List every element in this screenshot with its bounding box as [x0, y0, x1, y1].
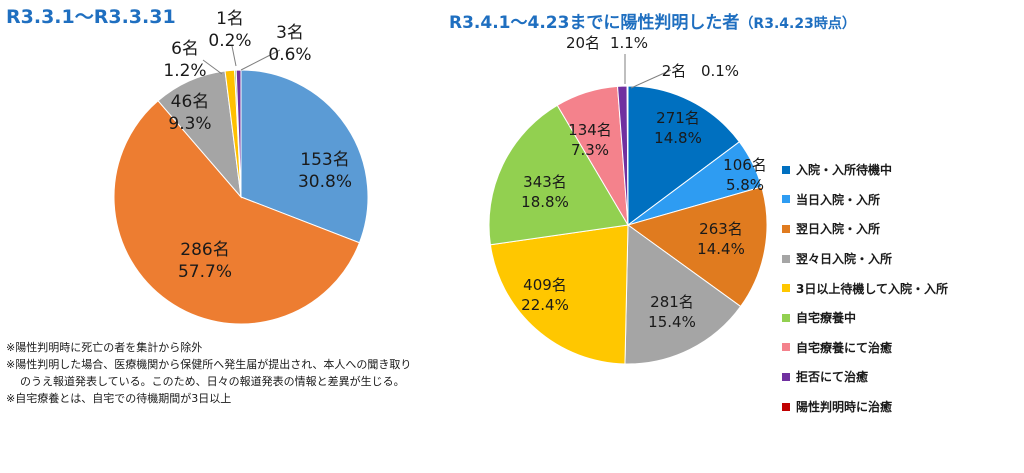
chart2-percent-label-3: 14.4%	[697, 240, 745, 258]
chart1-percent-label-6: 0.6%	[268, 45, 311, 65]
legend-item-7: 自宅療養にて治癒	[782, 333, 948, 363]
chart2-count-label-8: 20名	[566, 34, 600, 52]
legend-label: 拒否にて治癒	[796, 370, 869, 385]
legend-swatch	[782, 195, 790, 204]
chart2-count-label-9: 2名	[662, 62, 687, 80]
chart1-slice-2	[113, 100, 361, 325]
footnote-4: ※自宅療養とは、自宅での待機期間が3日以上	[6, 392, 232, 405]
legend-label: 自宅療養にて治癒	[796, 340, 893, 355]
legend-item-2: 当日入院・入所	[782, 185, 948, 215]
chart1-percent-label-2: 57.7%	[178, 262, 232, 282]
chart2-count-label-6: 343名	[523, 173, 567, 191]
legend-item-6: 自宅療養中	[782, 303, 948, 333]
legend-item-4: 翌々日入院・入所	[782, 244, 948, 274]
chart1-percent-label-4: 1.2%	[163, 61, 206, 81]
chart2-count-label-1: 271名	[656, 109, 700, 127]
legend: 入院・入所待機中 当日入院・入所 翌日入院・入所 翌々日入院・入所 3日以上待機して入院…	[782, 155, 948, 421]
legend-swatch	[782, 254, 790, 263]
footnotes: ※陽性判明時に死亡の者を集計から除外 ※陽性判明した場合、医療機関から保健所へ発…	[6, 339, 411, 407]
chart2-percent-label-9: 0.1%	[701, 62, 739, 80]
chart2-percent-label-4: 15.4%	[648, 313, 696, 331]
legend-item-9: 陽性判明時に治癒	[782, 392, 948, 422]
chart1-slice-6	[235, 69, 242, 198]
chart2-slice-3	[626, 186, 768, 308]
legend-swatch	[782, 402, 790, 411]
chart2-percent-label-6: 18.8%	[521, 193, 569, 211]
legend-label: 陽性判明時に治癒	[796, 400, 893, 415]
chart1-count-label-4: 6名	[171, 39, 199, 59]
chart1-count-label-2: 286名	[180, 240, 229, 260]
chart1-count-label-6: 3名	[276, 23, 304, 43]
chart1-percent-label-5: 0.2%	[208, 31, 251, 51]
chart2-percent-label-1: 14.8%	[654, 129, 702, 147]
chart2-title-sub: （R3.4.23時点）	[739, 16, 856, 32]
footnote-1: ※陽性判明時に死亡の者を集計から除外	[6, 341, 203, 354]
legend-swatch	[782, 284, 790, 293]
footnote-3: のうえ報道発表している。このため、日々の報道発表の情報と差異が生じる。	[20, 375, 405, 388]
legend-label: 入院・入所待機中	[796, 163, 893, 178]
chart1-percent-label-1: 30.8%	[298, 172, 352, 192]
chart2-count-label-3: 263名	[699, 220, 743, 238]
legend-swatch	[782, 372, 790, 381]
legend-swatch	[782, 165, 790, 174]
legend-swatch	[782, 313, 790, 322]
legend-item-1: 入院・入所待機中	[782, 155, 948, 185]
chart1-leader-line-6	[240, 49, 281, 71]
legend-item-3: 翌日入院・入所	[782, 214, 948, 244]
chart1-count-label-3: 46名	[171, 92, 210, 112]
chart2-percent-label-8: 1.1%	[610, 34, 648, 52]
footnote-2: ※陽性判明した場合、医療機関から保健所へ発生届が提出され、本人への聞き取り	[6, 358, 412, 371]
chart2-percent-label-7: 7.3%	[571, 141, 609, 159]
chart2-slice-5	[489, 224, 629, 365]
chart2-count-label-2: 106名	[723, 156, 767, 174]
chart2-count-label-4: 281名	[650, 293, 694, 311]
chart1-count-label-5: 1名	[216, 9, 244, 29]
legend-label: 翌日入院・入所	[796, 222, 881, 237]
legend-label: 3日以上待機して入院・入所	[796, 281, 948, 296]
chart2-slice-1	[627, 85, 741, 226]
chart2-slice-9	[626, 85, 629, 226]
chart2-count-label-7: 134名	[568, 121, 612, 139]
legend-label: 翌々日入院・入所	[796, 252, 893, 267]
chart1-percent-label-3: 9.3%	[168, 114, 211, 134]
chart2-percent-label-2: 5.8%	[726, 176, 764, 194]
legend-item-8: 拒否にて治癒	[782, 362, 948, 392]
chart2-title: R3.4.1〜4.23までに陽性判明した者（R3.4.23時点）	[449, 8, 856, 33]
legend-label: 自宅療養中	[796, 311, 857, 326]
chart1-title: R3.3.1〜R3.3.31	[6, 6, 176, 28]
chart2-title-main: R3.4.1〜4.23までに陽性判明した者	[449, 13, 740, 33]
chart2-slice-6	[488, 104, 629, 246]
legend-swatch	[782, 224, 790, 233]
chart1-leader-line-4	[202, 59, 223, 75]
chart2-slice-4	[624, 224, 742, 365]
chart1-slice-1	[240, 69, 369, 244]
legend-item-5: 3日以上待機して入院・入所	[782, 273, 948, 303]
legend-label: 当日入院・入所	[796, 192, 881, 207]
legend-swatch	[782, 343, 790, 352]
chart2-percent-label-5: 22.4%	[521, 296, 569, 314]
chart1-leader-line-5	[231, 45, 237, 67]
chart2-count-label-5: 409名	[523, 276, 567, 294]
chart2-leader-line-9	[630, 69, 672, 89]
chart1-count-label-1: 153名	[300, 150, 349, 170]
